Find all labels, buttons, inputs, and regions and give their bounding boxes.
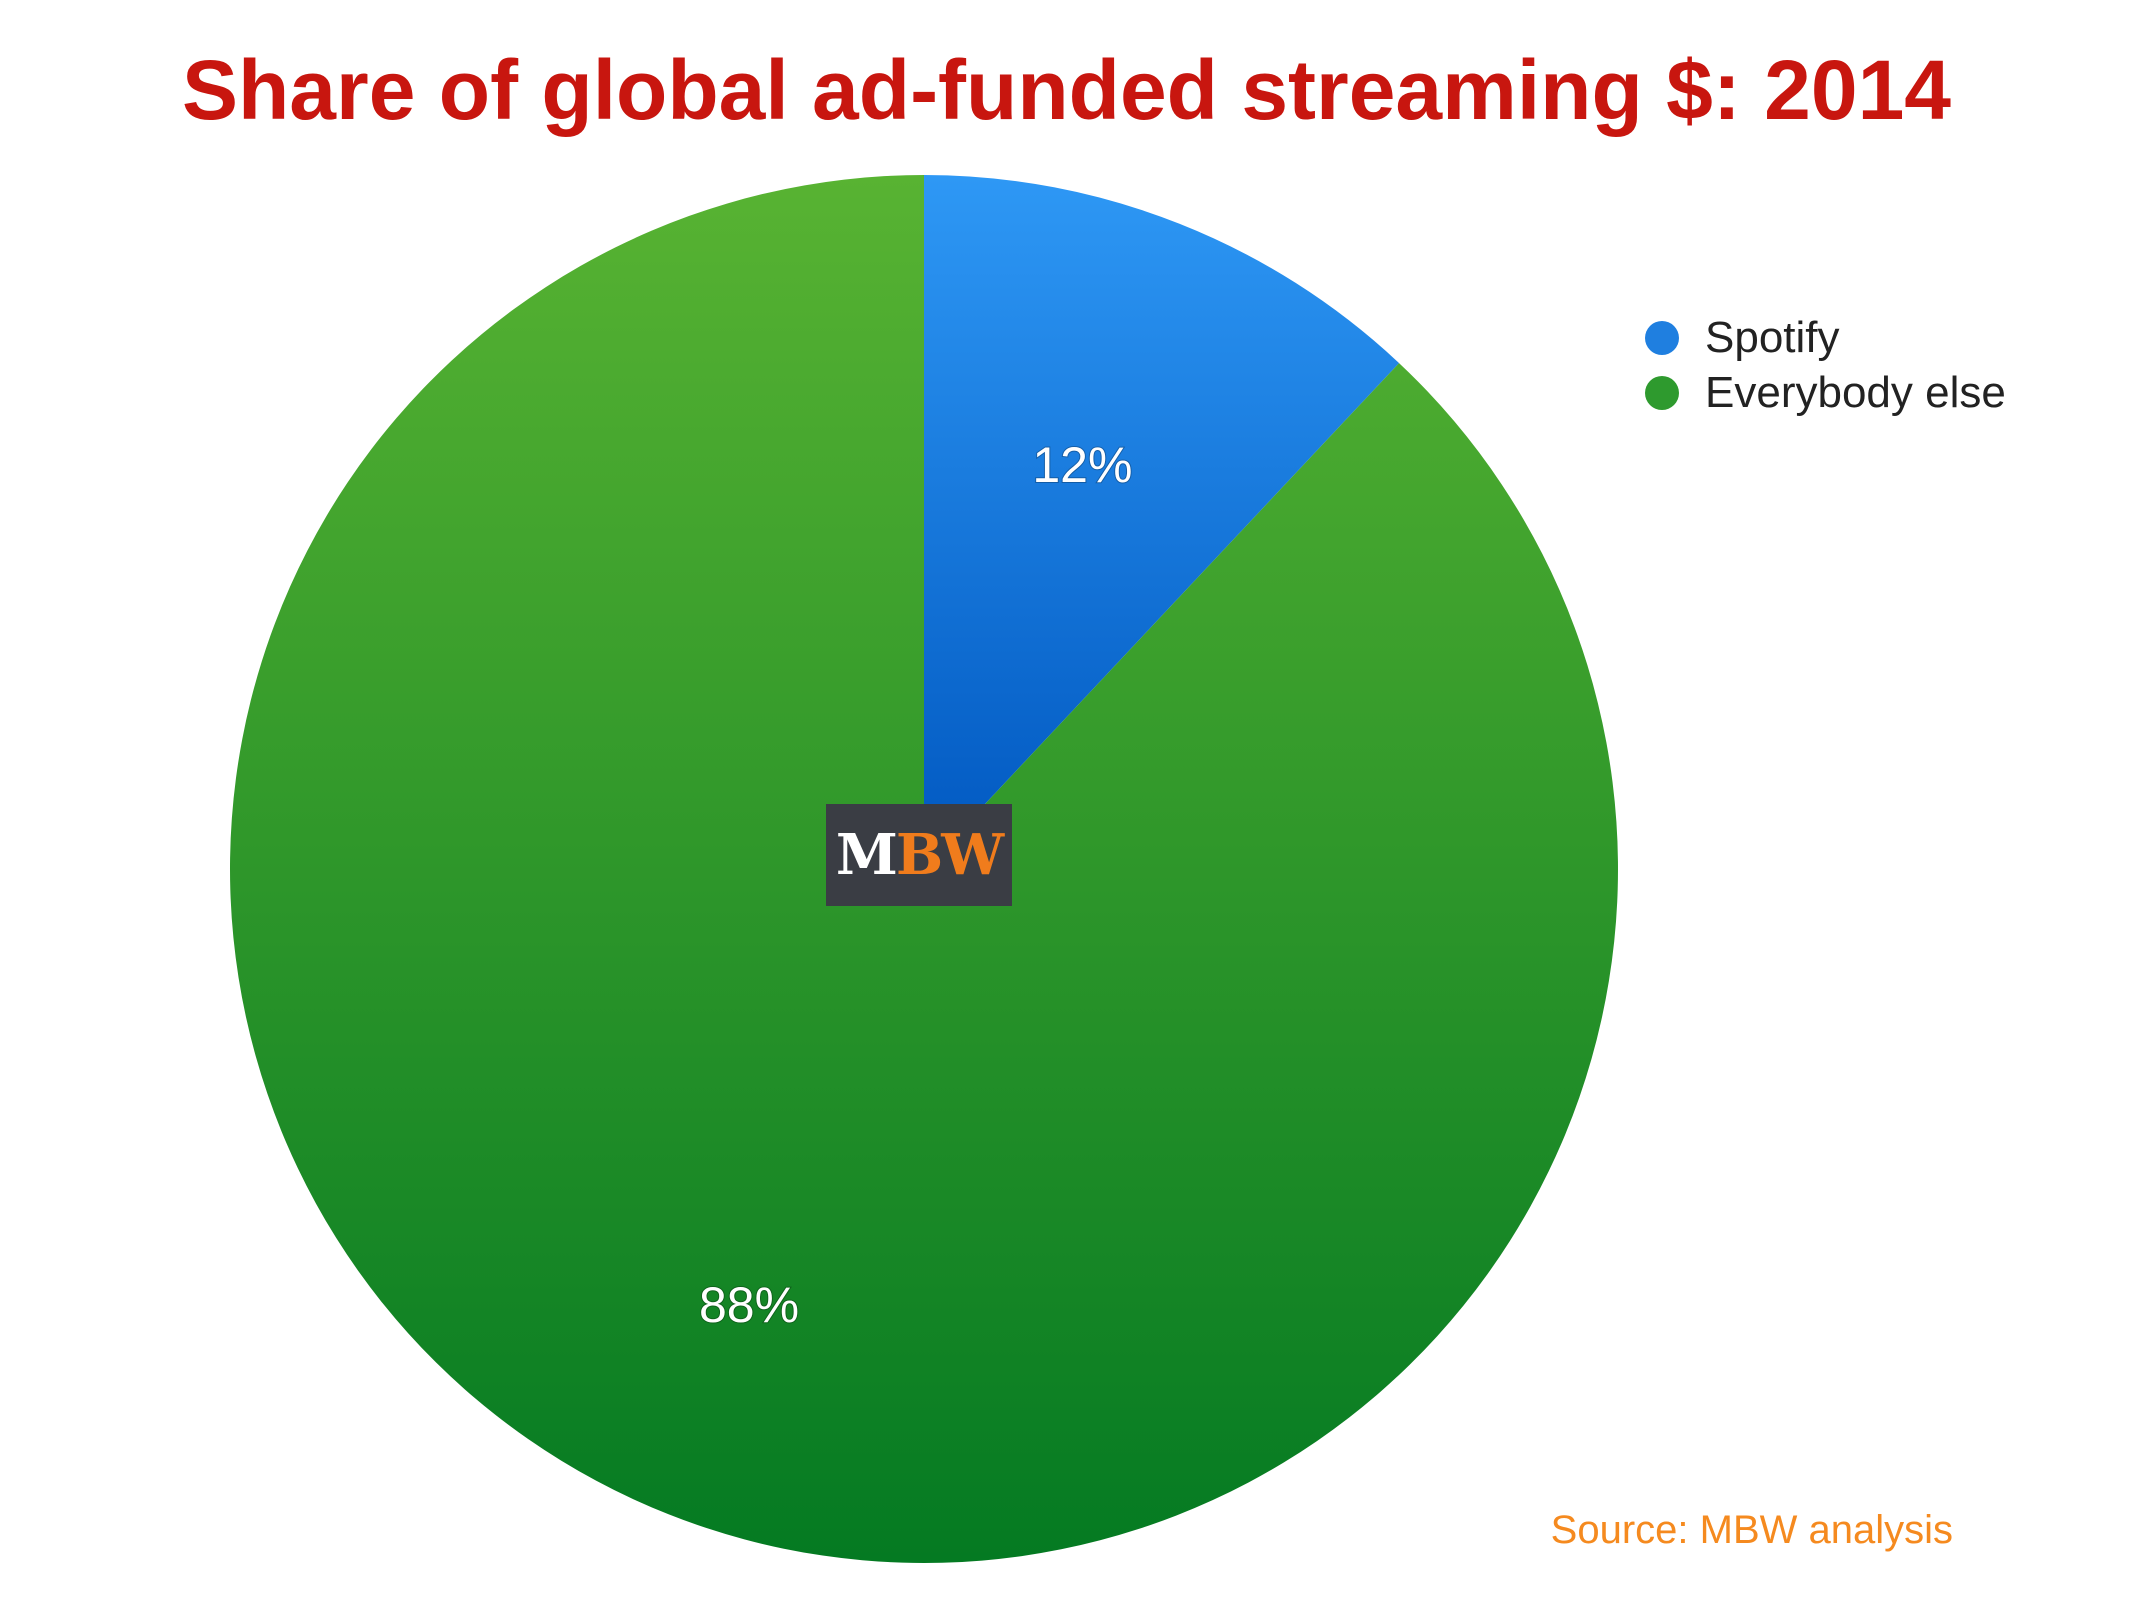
- pie-labels: 12% 88%: [698, 436, 1133, 1334]
- pie-slice-spotify: [924, 175, 1400, 869]
- slice-label-everybody-else: 88%: [699, 1277, 799, 1333]
- logo-letters-bw: BW: [895, 822, 1004, 888]
- legend-swatch: [1645, 320, 1679, 355]
- legend-label: Everybody else: [1705, 367, 2006, 417]
- legend: Spotify Everybody else: [1645, 310, 2006, 420]
- legend-item-everybody-else: Everybody else: [1645, 365, 2006, 420]
- slice-label-spotify: 12%: [1032, 437, 1132, 493]
- mbw-logo: M BW: [826, 804, 1012, 906]
- legend-swatch: [1645, 375, 1679, 410]
- logo-letter-m: M: [835, 822, 898, 888]
- chart-title: Share of global ad-funded streaming $: 2…: [181, 43, 1952, 137]
- source-note: Source: MBW analysis: [1550, 1508, 1953, 1552]
- legend-label: Spotify: [1705, 312, 1840, 362]
- legend-item-spotify: Spotify: [1645, 310, 2006, 365]
